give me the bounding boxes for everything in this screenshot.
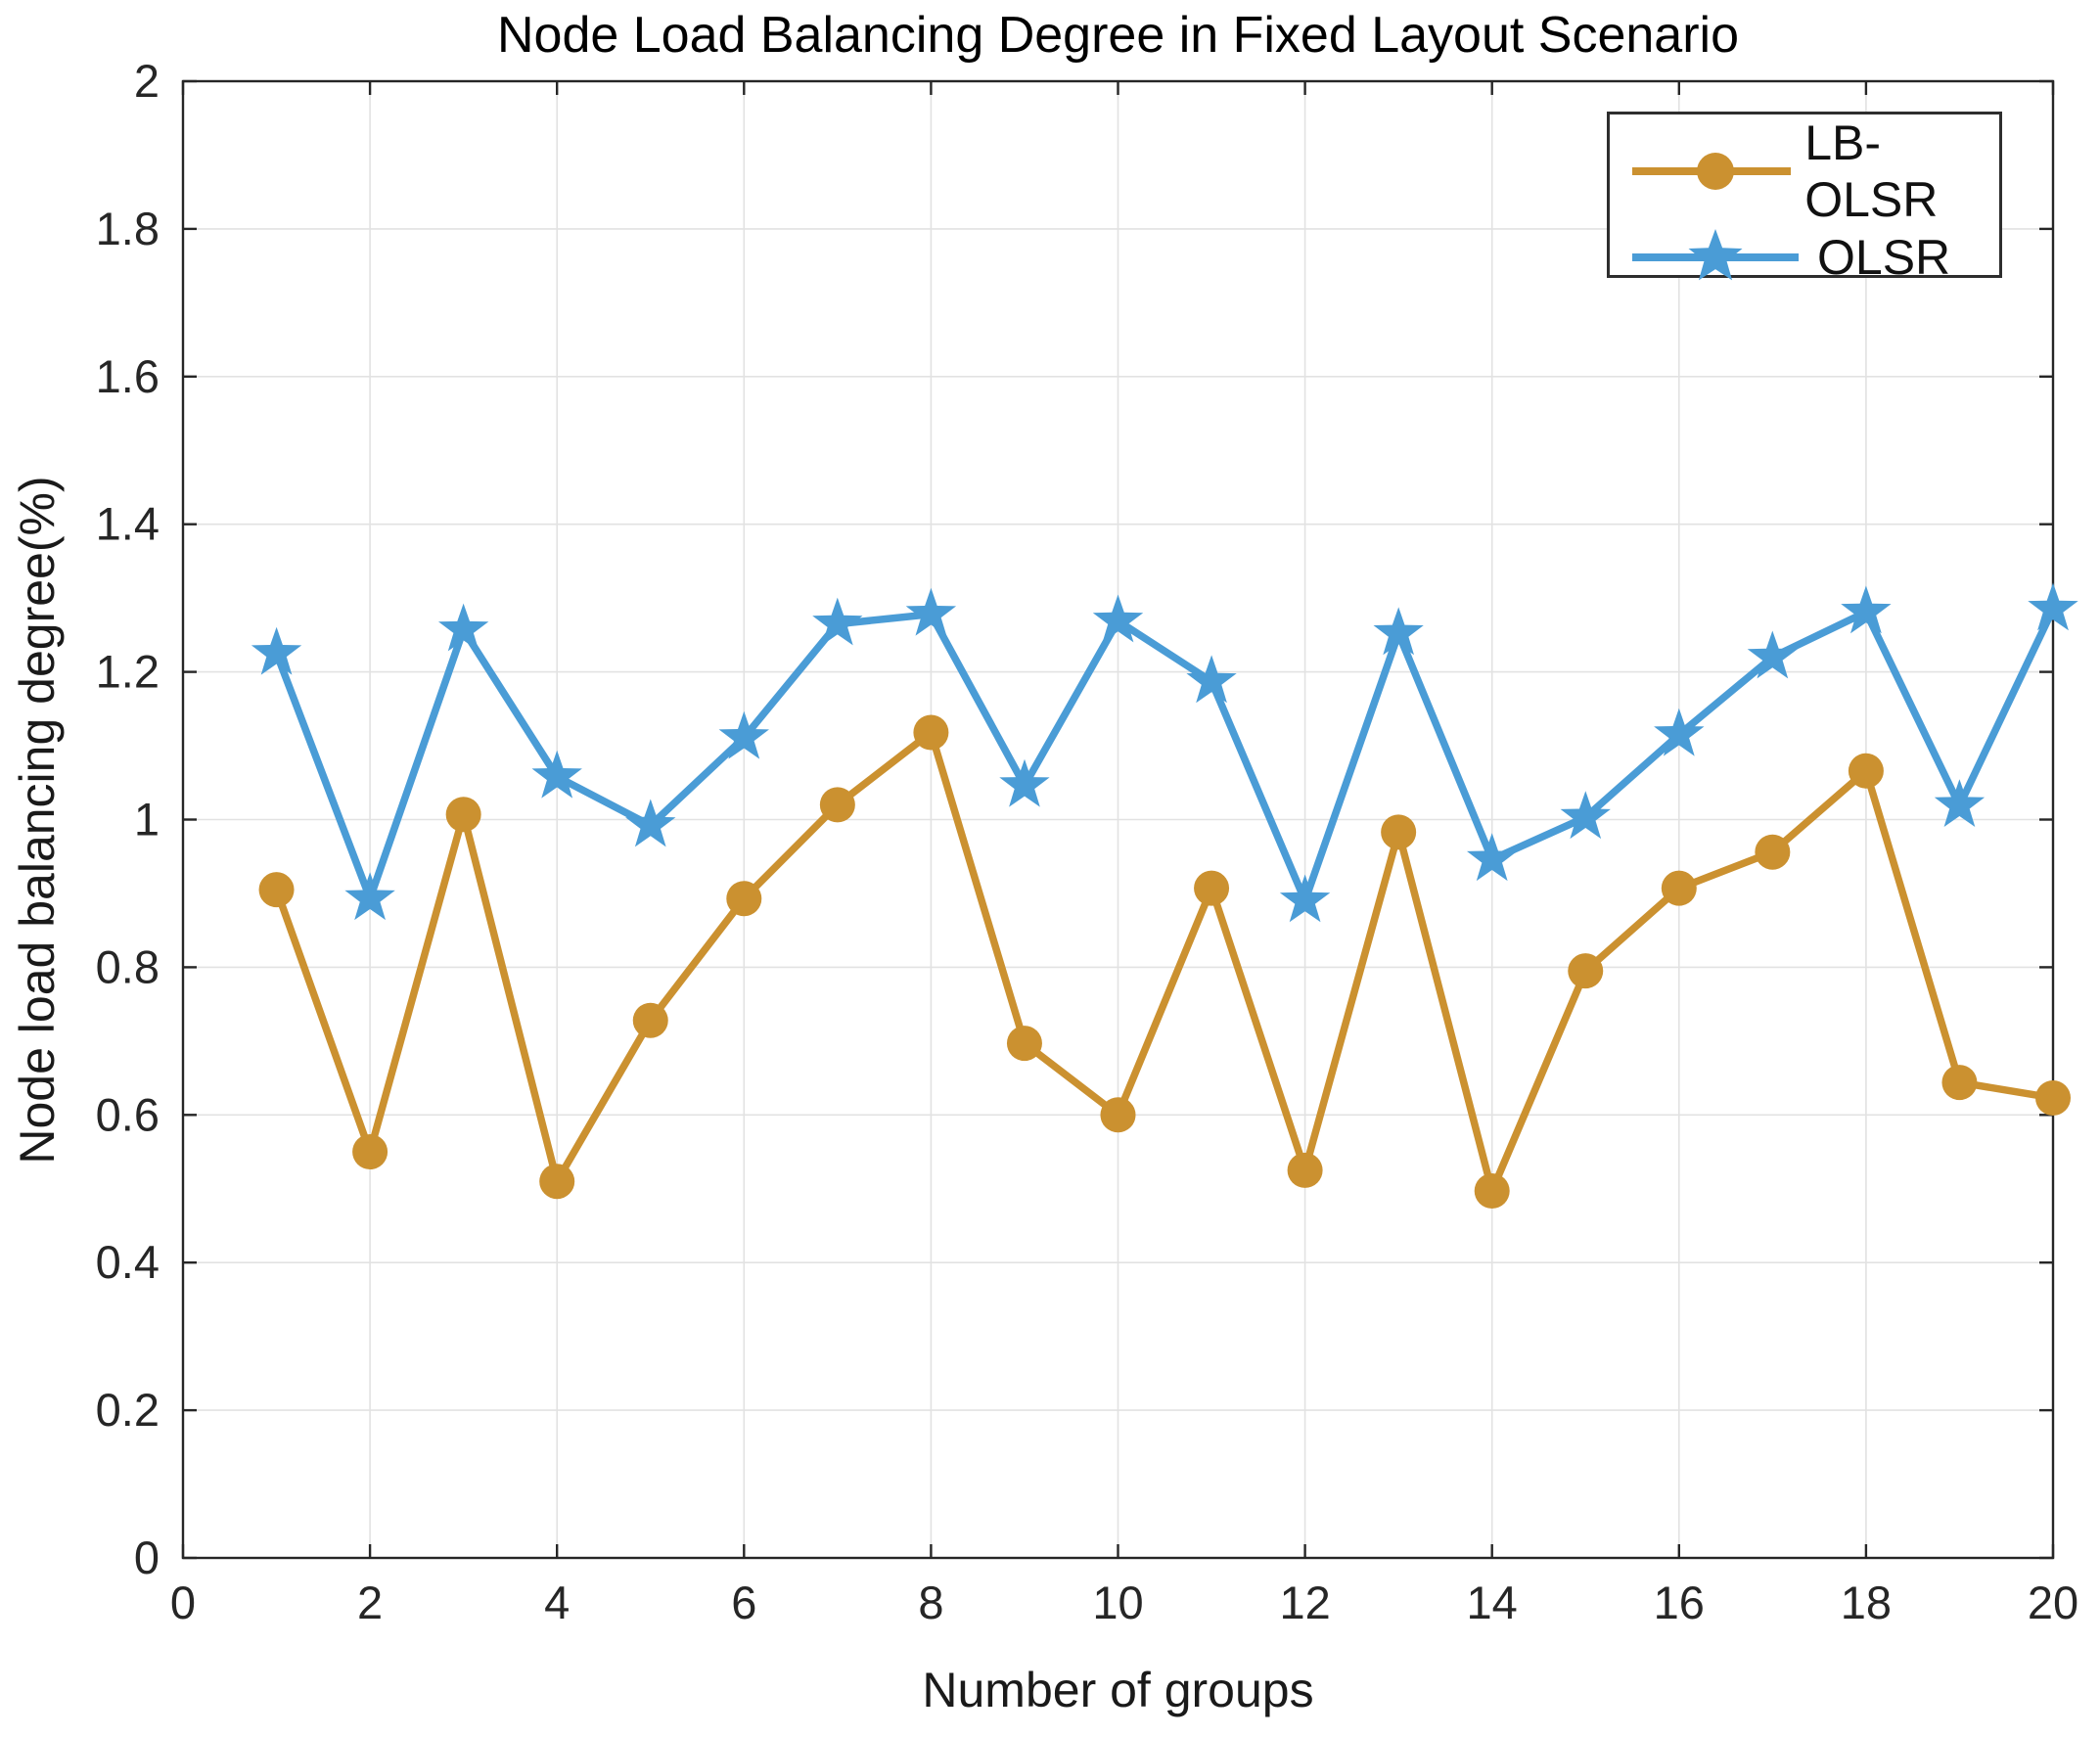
y-tick-label: 0.4 xyxy=(96,1236,160,1288)
series-marker-lb-olsr xyxy=(2035,1079,2071,1116)
series-marker-olsr xyxy=(531,750,582,799)
x-tick-label: 16 xyxy=(1654,1577,1705,1628)
series-marker-lb-olsr xyxy=(445,797,481,833)
series-marker-olsr xyxy=(812,597,863,646)
series-marker-lb-olsr xyxy=(1941,1065,1978,1101)
y-tick-label: 0.8 xyxy=(96,940,160,992)
series-marker-olsr xyxy=(251,626,302,675)
x-tick-label: 10 xyxy=(1092,1577,1143,1628)
x-tick-label: 8 xyxy=(918,1577,943,1628)
chart-title: Node Load Balancing Degree in Fixed Layo… xyxy=(496,7,1740,64)
series-marker-olsr xyxy=(718,710,769,759)
legend-sample-star-icon xyxy=(1632,229,1799,281)
series-marker-olsr xyxy=(625,799,676,847)
legend-sample-circle-icon xyxy=(1632,153,1792,190)
y-tick-label: 0.2 xyxy=(96,1384,160,1436)
series-marker-lb-olsr xyxy=(258,872,295,908)
series-marker-olsr xyxy=(1186,655,1237,704)
x-tick-label: 4 xyxy=(544,1577,570,1628)
series-line-lb-olsr xyxy=(272,728,2057,1195)
series-marker-lb-olsr xyxy=(1661,870,1697,906)
x-tick-label: 18 xyxy=(1841,1577,1892,1628)
legend-label: LB-OLSR xyxy=(1804,115,1939,227)
series-marker-olsr xyxy=(1467,833,1518,882)
y-tick-label: 1.6 xyxy=(96,350,160,402)
series-marker-lb-olsr xyxy=(1006,1026,1042,1062)
series-marker-lb-olsr xyxy=(1100,1097,1136,1133)
series-marker-olsr xyxy=(438,603,489,652)
y-axis-label: Node load balancing degree(%) xyxy=(10,476,65,1165)
series-line-olsr xyxy=(272,605,2057,905)
x-tick-label: 6 xyxy=(731,1577,756,1628)
series-marker-olsr xyxy=(1747,630,1798,679)
series-marker-olsr xyxy=(999,758,1050,807)
y-tick-label: 1 xyxy=(134,794,160,846)
series-marker-lb-olsr xyxy=(819,787,855,823)
legend-item-olsr: OLSR xyxy=(1627,228,1999,287)
series-marker-olsr xyxy=(2028,582,2078,631)
y-tick-label: 0.6 xyxy=(96,1088,160,1140)
x-tick-label: 0 xyxy=(170,1577,196,1628)
series-marker-lb-olsr xyxy=(1848,753,1884,789)
series-marker-lb-olsr xyxy=(1381,814,1417,850)
y-tick-label: 0 xyxy=(134,1531,160,1583)
series-marker-olsr xyxy=(1092,594,1144,643)
y-tick-label: 1.8 xyxy=(96,203,160,254)
series-marker-olsr xyxy=(344,872,395,921)
legend: LB-OLSR OLSR xyxy=(1607,112,2002,285)
series-marker-lb-olsr xyxy=(1474,1173,1510,1210)
series-marker-lb-olsr xyxy=(1755,834,1791,870)
y-tick-label: 1.2 xyxy=(96,646,160,698)
series-marker-lb-olsr xyxy=(1287,1152,1323,1188)
y-tick-label: 2 xyxy=(134,55,160,107)
legend-label: OLSR xyxy=(1817,230,1951,285)
series-marker-lb-olsr xyxy=(632,1002,668,1038)
series-marker-olsr xyxy=(1373,607,1424,656)
x-tick-label: 14 xyxy=(1467,1577,1518,1628)
series-marker-lb-olsr xyxy=(726,881,762,917)
legend-item-lb-olsr: LB-OLSR xyxy=(1627,114,1999,228)
series-marker-lb-olsr xyxy=(1194,870,1230,906)
series-marker-olsr xyxy=(1560,791,1611,840)
x-tick-label: 2 xyxy=(357,1577,383,1628)
series-marker-olsr xyxy=(1654,708,1705,756)
series-marker-olsr xyxy=(1934,779,1986,827)
series-marker-lb-olsr xyxy=(539,1164,575,1200)
y-tick-label: 1.4 xyxy=(96,498,160,550)
x-axis-label: Number of groups xyxy=(922,1663,1314,1717)
x-tick-label: 20 xyxy=(2028,1577,2078,1628)
x-tick-label: 12 xyxy=(1279,1577,1330,1628)
series-marker-lb-olsr xyxy=(1568,953,1604,989)
series-marker-lb-olsr xyxy=(352,1134,388,1170)
series-marker-olsr xyxy=(905,587,957,636)
series-marker-olsr xyxy=(1841,585,1892,634)
series-marker-olsr xyxy=(1279,874,1331,923)
series-marker-lb-olsr xyxy=(913,714,949,751)
plot-border xyxy=(181,79,2055,1560)
